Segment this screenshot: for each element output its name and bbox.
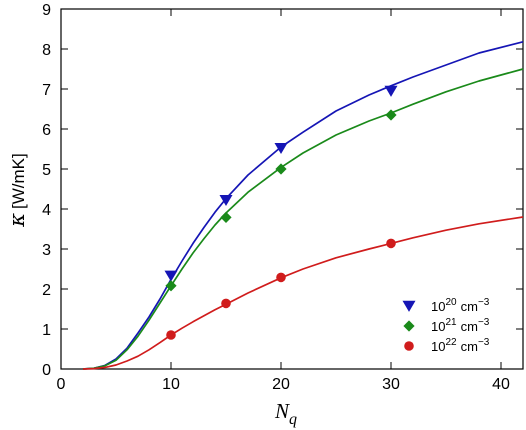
ticks-layer: 0 10 20 30 40 0 1 2 3 4 5 6 7 8 9 bbox=[42, 2, 523, 393]
y-axis-label: κ[W/mK] bbox=[5, 153, 29, 228]
y-tick-label: 1 bbox=[42, 322, 51, 339]
legend-marker-series-1 bbox=[402, 300, 416, 312]
data-markers bbox=[164, 85, 398, 340]
data-point-series-1 bbox=[219, 195, 233, 207]
data-point-series-2 bbox=[385, 109, 397, 121]
y-axis-symbol: κ bbox=[5, 213, 29, 228]
x-tick-label: 40 bbox=[492, 376, 510, 393]
y-tick-label: 3 bbox=[42, 242, 51, 259]
y-tick-label: 9 bbox=[42, 2, 51, 19]
data-point-series-1 bbox=[274, 143, 288, 155]
data-point-series-1 bbox=[164, 270, 178, 282]
y-tick-label: 2 bbox=[42, 282, 51, 299]
y-tick-label: 4 bbox=[42, 202, 51, 219]
legend: 1020 cm−3 1021 cm−3 1022 cm−3 bbox=[402, 297, 490, 354]
y-tick-label: 5 bbox=[42, 162, 51, 179]
data-point-series-3 bbox=[166, 330, 176, 340]
plot-frame bbox=[60, 8, 524, 370]
y-tick-label: 6 bbox=[42, 122, 51, 139]
y-tick-label: 8 bbox=[42, 42, 51, 59]
y-tick-label: 7 bbox=[42, 82, 51, 99]
x-tick-label: 20 bbox=[272, 376, 290, 393]
legend-marker-series-2 bbox=[403, 320, 415, 332]
fit-curves bbox=[82, 40, 524, 370]
data-point-series-3 bbox=[386, 238, 396, 249]
fit-curve-series-2 bbox=[82, 68, 524, 370]
legend-label-series-2: 1021 cm−3 bbox=[431, 317, 490, 334]
data-point-series-2 bbox=[275, 163, 287, 175]
data-point-series-2 bbox=[220, 211, 232, 223]
y-tick-label: 0 bbox=[42, 362, 51, 379]
x-axis-label: Nq bbox=[274, 399, 297, 428]
data-point-series-2 bbox=[165, 280, 177, 292]
data-point-series-3 bbox=[276, 272, 286, 283]
fit-curve-series-1 bbox=[82, 40, 524, 370]
data-point-series-3 bbox=[221, 298, 231, 309]
legend-label-series-1: 1020 cm−3 bbox=[431, 297, 490, 314]
x-tick-label: 10 bbox=[162, 376, 180, 393]
fit-curve-series-3 bbox=[82, 216, 524, 370]
legend-marker-series-3 bbox=[404, 341, 414, 351]
x-tick-label: 30 bbox=[382, 376, 400, 393]
legend-label-series-3: 1022 cm−3 bbox=[431, 337, 490, 354]
x-tick-label: 0 bbox=[57, 376, 66, 393]
data-point-series-1 bbox=[384, 85, 398, 97]
